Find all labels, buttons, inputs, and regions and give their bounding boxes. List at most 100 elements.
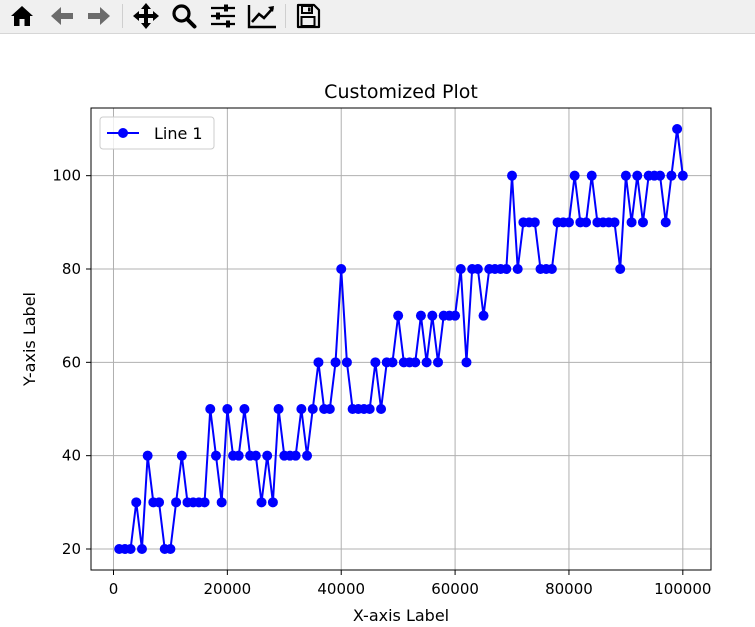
forward-arrow-icon — [88, 7, 110, 25]
data-point — [125, 544, 136, 554]
data-point — [222, 404, 233, 414]
data-point — [626, 217, 637, 228]
data-point — [267, 497, 278, 508]
data-point — [421, 357, 432, 368]
legend: Line 1 — [99, 116, 215, 150]
sliders-icon — [211, 4, 235, 28]
data-point — [427, 310, 438, 321]
data-point — [677, 170, 688, 181]
configure-subplots-button[interactable] — [207, 1, 239, 31]
data-point — [165, 544, 176, 554]
series-markers-1 — [114, 124, 688, 554]
data-point — [546, 264, 557, 274]
legend-marker — [118, 128, 128, 138]
move-icon — [133, 3, 159, 29]
data-point — [501, 264, 512, 274]
data-point — [660, 217, 671, 228]
data-point — [171, 497, 182, 508]
floppy-disk-icon — [296, 3, 321, 29]
data-point — [609, 217, 620, 228]
x-tick-label: 0 — [109, 580, 119, 598]
magnifier-icon — [172, 4, 197, 29]
forward-button[interactable] — [83, 1, 115, 31]
data-point — [290, 450, 301, 461]
pan-button[interactable] — [130, 1, 162, 31]
data-point — [666, 170, 677, 181]
data-point — [262, 450, 273, 461]
data-point — [461, 357, 472, 368]
data-point — [478, 310, 489, 321]
data-point — [233, 450, 244, 461]
save-button[interactable] — [292, 1, 324, 31]
axes-frame — [90, 107, 712, 571]
back-button[interactable] — [46, 1, 78, 31]
data-point — [581, 217, 592, 228]
data-point — [376, 404, 387, 414]
navigation-toolbar — [0, 0, 755, 34]
data-point — [672, 124, 683, 134]
data-point — [136, 544, 147, 554]
y-tick-label: 40 — [62, 447, 81, 465]
y-tick-label: 80 — [62, 260, 81, 278]
data-point — [216, 497, 227, 508]
data-point — [256, 497, 267, 508]
toolbar-separator — [122, 4, 123, 28]
data-point — [239, 404, 250, 414]
data-point — [512, 264, 523, 274]
data-point — [154, 497, 165, 508]
data-point — [296, 404, 307, 414]
data-point — [410, 357, 421, 368]
series-line-1 — [119, 128, 684, 550]
legend-frame — [99, 116, 215, 150]
data-point — [330, 357, 341, 368]
data-point — [341, 357, 352, 368]
x-tick-label: 20000 — [203, 580, 251, 598]
data-point — [199, 497, 210, 508]
y-tick-label: 100 — [52, 167, 81, 185]
x-axis-ticks: 0 20000 40000 60000 80000 100000 — [109, 570, 711, 598]
data-point — [393, 310, 404, 321]
x-axis-label: X-axis Label — [353, 606, 449, 625]
data-point — [176, 450, 187, 461]
data-point — [569, 170, 580, 181]
data-point — [302, 450, 313, 461]
data-point — [620, 170, 631, 181]
data-point — [632, 170, 643, 181]
data-point — [415, 310, 426, 321]
zoom-button[interactable] — [168, 1, 200, 31]
data-point — [472, 264, 483, 274]
data-point — [370, 357, 381, 368]
data-point — [433, 357, 444, 368]
x-tick-label: 60000 — [431, 580, 479, 598]
data-point — [131, 497, 142, 508]
data-point — [250, 450, 261, 461]
line-chart-icon — [247, 5, 276, 29]
data-point — [615, 264, 626, 274]
data-point — [387, 357, 398, 368]
grid-lines — [91, 108, 711, 570]
data-point — [529, 217, 540, 228]
data-point — [364, 404, 375, 414]
x-tick-label: 40000 — [317, 580, 365, 598]
data-point — [637, 217, 648, 228]
y-axis-label: Y-axis Label — [20, 292, 39, 387]
data-point — [655, 170, 666, 181]
data-point — [450, 310, 461, 321]
data-point — [336, 264, 347, 274]
edit-axis-button[interactable] — [246, 1, 278, 31]
data-point — [273, 404, 284, 414]
data-point — [205, 404, 216, 414]
home-button[interactable] — [6, 1, 38, 31]
home-icon — [11, 6, 33, 26]
y-tick-label: 60 — [62, 353, 81, 371]
toolbar-separator — [285, 4, 286, 28]
data-point — [563, 217, 574, 228]
legend-entry-line-1: Line 1 — [154, 124, 203, 143]
series-polyline — [119, 128, 684, 550]
data-point — [455, 264, 466, 274]
y-axis-ticks: 20 40 60 80 100 — [52, 167, 91, 558]
x-tick-label: 80000 — [545, 580, 593, 598]
data-point — [324, 404, 335, 414]
back-arrow-icon — [51, 7, 73, 25]
data-point — [307, 404, 318, 414]
